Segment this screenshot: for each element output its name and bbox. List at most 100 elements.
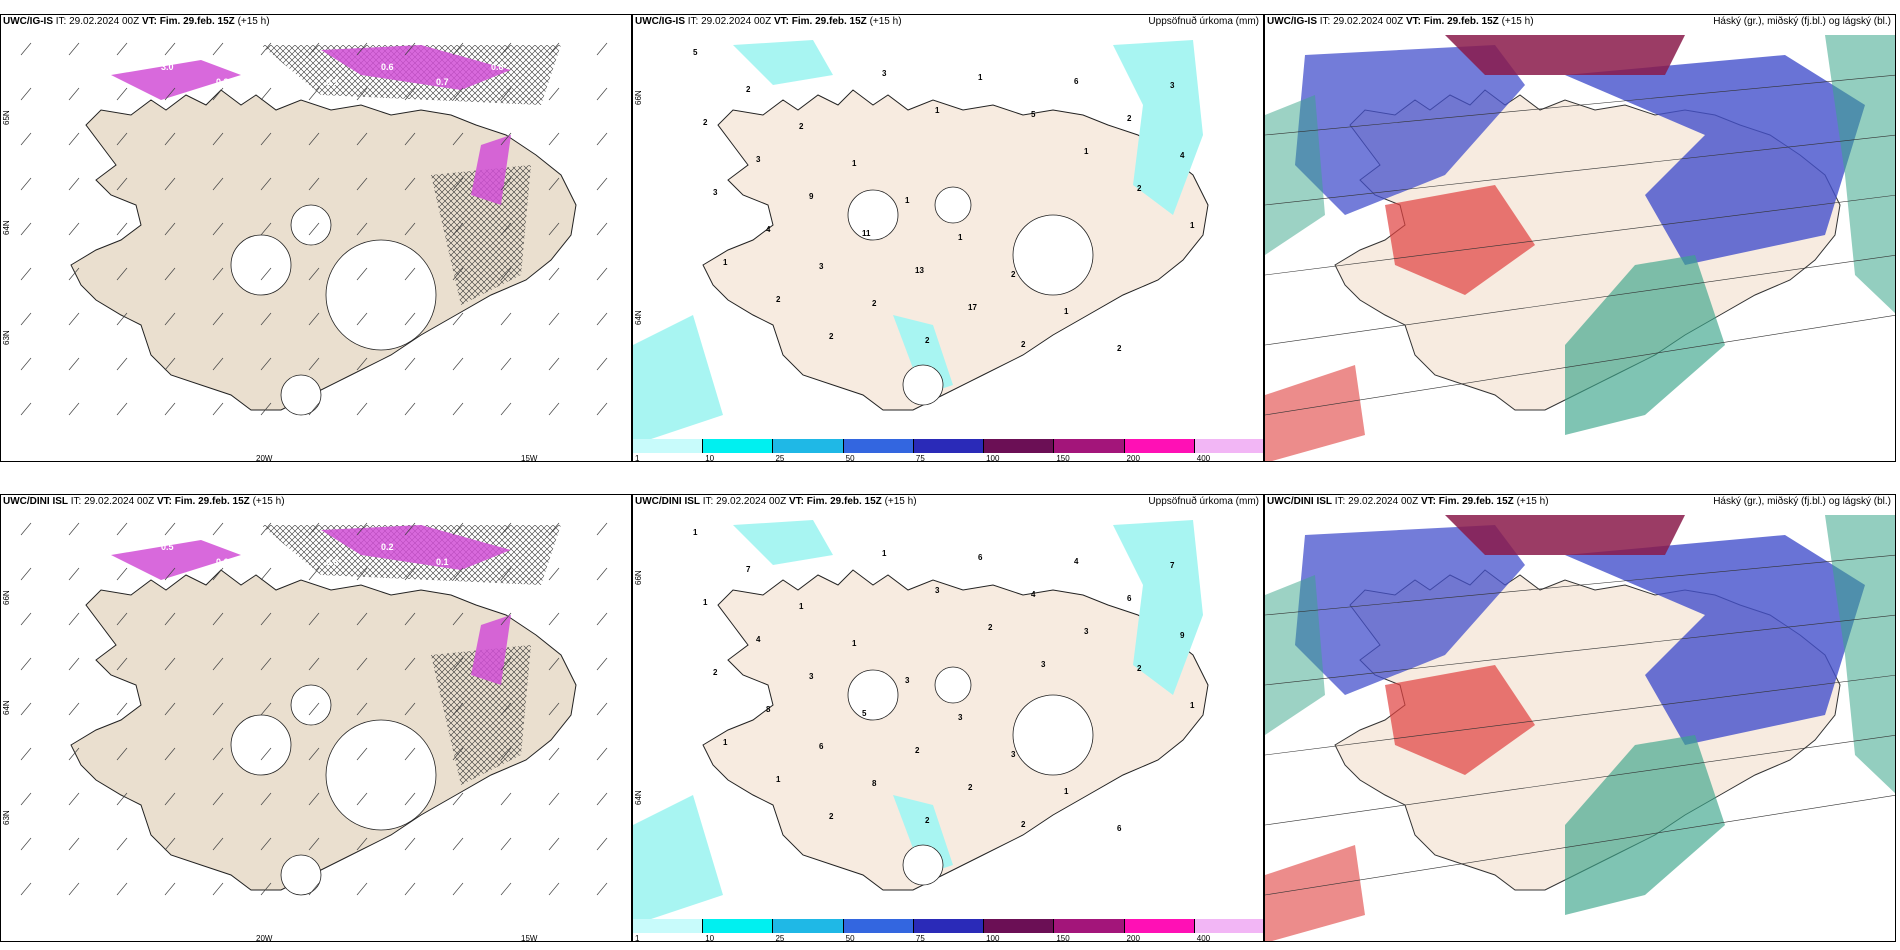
station-value: 6 <box>1117 824 1122 833</box>
wind-barb <box>548 222 560 236</box>
wind-barb <box>116 837 128 851</box>
wind-barb <box>308 522 320 536</box>
vt-label: VT: <box>141 16 157 27</box>
station-value: 5 <box>1031 110 1036 119</box>
colorbar-segment <box>1194 919 1263 933</box>
wind-barb <box>164 312 176 326</box>
glacier <box>290 684 332 726</box>
wind-barb <box>68 87 80 101</box>
wind-barb <box>164 837 176 851</box>
wind-barb <box>548 882 560 896</box>
wind-barb <box>500 312 512 326</box>
colorbar-tick: 50 <box>845 934 855 942</box>
lat-label: 65N <box>2 110 11 125</box>
station-value: 3 <box>1084 627 1089 636</box>
contour-value: 0.1 <box>326 77 339 87</box>
panel-header: UWC/IG-IS IT: 29.02.2024 00Z VT: Fim. 29… <box>3 16 270 27</box>
highcloud-area <box>1445 35 1685 75</box>
wind-barb <box>404 567 416 581</box>
land-outline <box>702 569 1209 891</box>
lon-label: 15W <box>521 454 538 462</box>
vt-label: VT: <box>773 16 789 27</box>
station-value: 2 <box>1011 270 1016 279</box>
station-value: 1 <box>1084 147 1089 156</box>
station-value: 4 <box>1180 151 1185 160</box>
grid-line <box>1265 194 1895 276</box>
station-value: 2 <box>915 746 920 755</box>
wind-barb <box>452 222 464 236</box>
model-name: UWC/IG-IS <box>1267 16 1317 27</box>
station-value: 1 <box>723 738 728 747</box>
station-value: 1 <box>1190 221 1195 230</box>
panel-field-title: Háský (gr.), miðský (fj.bl.) og lágský (… <box>1713 496 1891 507</box>
wind-barb <box>500 837 512 851</box>
grid-line <box>1265 554 1895 616</box>
wind-barb <box>212 702 224 716</box>
wind-barb <box>596 222 608 236</box>
lead-time: (+15 h) <box>884 496 917 507</box>
wind-barb <box>68 702 80 716</box>
wind-barb <box>20 402 32 416</box>
colorbar-segment <box>843 919 914 933</box>
map-canvas <box>1265 29 1895 461</box>
wind-barb <box>548 312 560 326</box>
highcloud-area <box>1825 515 1895 794</box>
wind-barb <box>452 882 464 896</box>
wind-barb <box>356 522 368 536</box>
glacier <box>1012 214 1094 296</box>
wind-barb <box>404 87 416 101</box>
wind-barb <box>596 132 608 146</box>
wind-barb <box>452 177 464 191</box>
station-value: 2 <box>746 85 751 94</box>
map-canvas: 3.0 0.3 0.4 0.1 0.6 0.7 0.8 65N 64N 63N 20W 15W <box>2 42 608 462</box>
wind-barb <box>500 567 512 581</box>
station-value: 2 <box>829 812 834 821</box>
init-time: 29.02.2024 00Z <box>701 16 772 27</box>
wind-barb <box>596 837 608 851</box>
precip-area <box>1113 40 1203 215</box>
station-value: 8 <box>872 779 877 788</box>
station-value: 2 <box>1117 344 1122 353</box>
wind-barb <box>308 567 320 581</box>
wind-barb <box>260 747 272 761</box>
wind-barb <box>548 132 560 146</box>
colorbar-tick: 1 <box>635 934 640 942</box>
panel-header: UWC/DINI ISL IT: 29.02.2024 00Z VT: Fim.… <box>3 496 285 507</box>
vt-label: VT: <box>1405 16 1421 27</box>
wind-barb <box>116 402 128 416</box>
colorbar-tick: 400 <box>1196 934 1211 942</box>
wind-barb <box>260 702 272 716</box>
wind-barb <box>596 522 608 536</box>
lead-time: (+15 h) <box>1516 496 1549 507</box>
icing-contour <box>321 45 511 90</box>
lat-label: 64N <box>2 700 11 715</box>
wind-barb <box>212 747 224 761</box>
wind-barb <box>116 42 128 56</box>
hatched-region <box>431 165 531 305</box>
wind-barb <box>164 612 176 626</box>
wind-barb <box>596 357 608 371</box>
wind-barb <box>68 312 80 326</box>
wind-barb <box>68 882 80 896</box>
wind-barb <box>452 837 464 851</box>
wind-barb <box>404 837 416 851</box>
panel-header: UWC/DINI ISL IT: 29.02.2024 00Z VT: Fim.… <box>1267 496 1549 507</box>
wind-barb <box>164 357 176 371</box>
station-value: 1 <box>852 159 857 168</box>
station-value: 6 <box>819 742 824 751</box>
wind-barb <box>212 522 224 536</box>
land-outline <box>702 89 1209 411</box>
glacier <box>280 854 322 896</box>
wind-barb <box>20 267 32 281</box>
colorbar-segment <box>984 919 1055 933</box>
station-value: 1 <box>905 196 910 205</box>
wind-barb <box>68 357 80 371</box>
precip-colorbar: 1 10 25 50 75 100 150 200 400 <box>633 439 1263 461</box>
lat-label: 66N <box>2 590 11 605</box>
wind-barb <box>452 267 464 281</box>
wind-barb <box>596 267 608 281</box>
glacier <box>847 669 899 721</box>
precip-area <box>633 795 723 925</box>
wind-barb <box>356 567 368 581</box>
wind-barb <box>356 612 368 626</box>
